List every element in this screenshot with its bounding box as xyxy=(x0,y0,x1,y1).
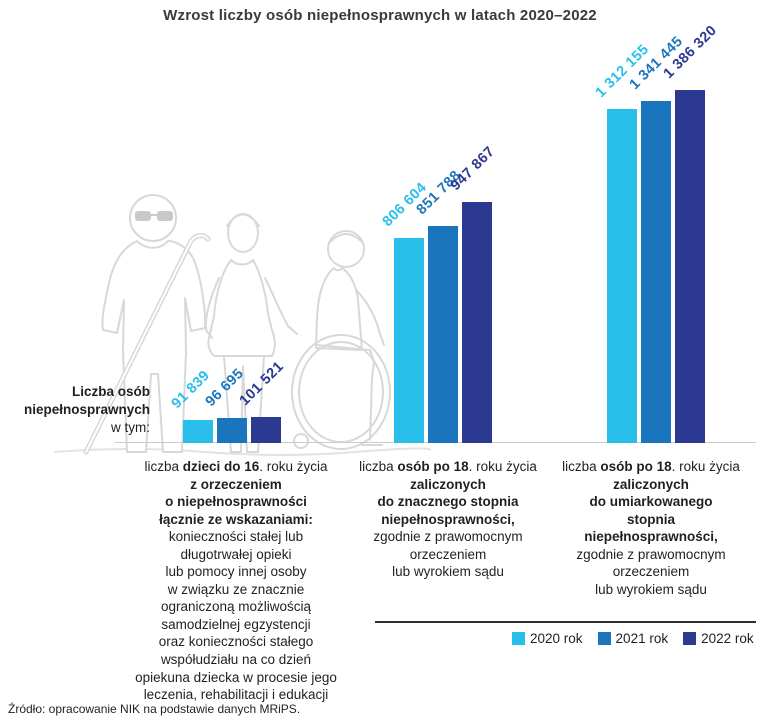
legend-item-2021: 2021 rok xyxy=(597,631,669,646)
category-caption-3: liczba osób po 18. roku życia zaliczonych… xyxy=(562,459,740,597)
man-with-cane-figure xyxy=(83,194,211,455)
legend-label-2020: 2020 rok xyxy=(530,631,583,646)
bar-2020-group1 xyxy=(183,420,213,443)
legend-swatch-2020 xyxy=(512,632,525,645)
bar-2022-group3 xyxy=(675,90,705,443)
bar-2022-group1 xyxy=(251,417,281,443)
y-axis-label-line2: niepełnosprawnych xyxy=(23,402,150,418)
legend-item-2020: 2020 rok xyxy=(512,631,583,646)
source-note: Źródło: opracowanie NIK na podstawie dan… xyxy=(8,702,301,716)
y-axis-label: Liczba osób niepełnosprawnych w tym: xyxy=(14,383,150,438)
y-axis-label-line3: w tym: xyxy=(111,420,150,436)
legend-label-2021: 2021 rok xyxy=(615,631,669,646)
legend-swatch-2022 xyxy=(683,632,697,645)
wheelchair-user-figure xyxy=(291,230,391,450)
bar-2021-group3 xyxy=(641,101,671,443)
sunglasses-icon xyxy=(135,211,173,221)
legend-separator-line xyxy=(375,621,756,623)
white-cane-icon xyxy=(83,233,211,455)
bar-2021-group2 xyxy=(428,226,458,443)
ground-line xyxy=(54,447,431,456)
wheelchair-wheel-icon xyxy=(291,334,391,450)
y-axis-label-line1: Liczba osób xyxy=(71,384,150,399)
legend-label-2022: 2022 rok xyxy=(701,631,754,646)
bar-2022-group2 xyxy=(462,202,492,443)
category-caption-2: liczba osób po 18. roku życia zaliczonych… xyxy=(359,459,537,580)
legend-item-2022: 2022 rok xyxy=(683,631,754,646)
chart-title: Wzrost liczby osób niepełnosprawnych w l… xyxy=(163,7,597,24)
legend: 2020 rok 2021 rok 2022 rok xyxy=(512,631,754,646)
bar-2020-group3 xyxy=(607,109,637,443)
bar-2020-group2 xyxy=(394,238,424,443)
bar-2021-group1 xyxy=(217,418,247,443)
legend-swatch-2021 xyxy=(597,632,611,645)
category-caption-1: liczba dzieci do 16. roku życia z orzecze… xyxy=(135,459,337,703)
